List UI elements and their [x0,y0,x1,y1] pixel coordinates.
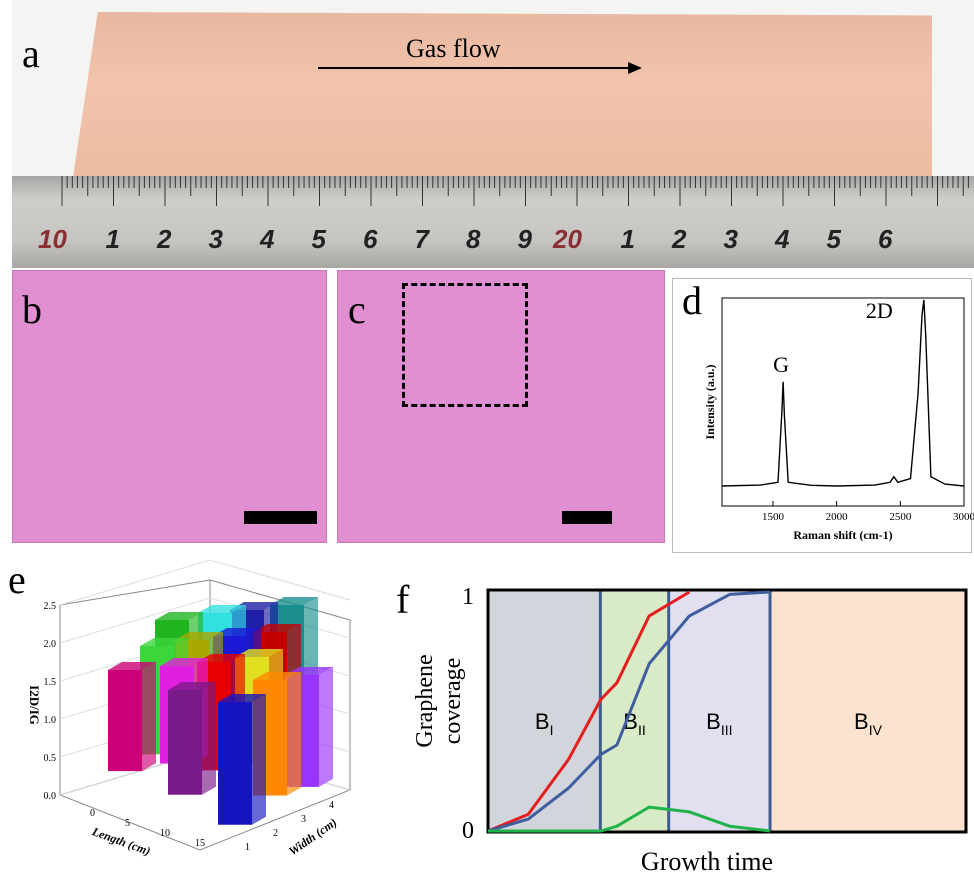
grid-line [59,597,211,644]
scale-bar [562,511,612,524]
ruler-number: 3 [723,224,738,254]
z-tick-label: 2.0 [44,639,57,650]
ruler-number: 20 [553,224,582,254]
plot-frame [486,588,968,834]
y-tick-label: 4 [329,800,334,811]
dashed-region-box [402,283,528,407]
plot-frame [721,297,965,507]
copper-foil [72,12,932,184]
bar-3d [218,694,266,825]
ratio-3d-bar-chart: 0.0 0.5 1.0 1.5 2.0 2.5 I2D/IG 0 5 10 15 Length (cm… [27,560,352,858]
ruler-number: 6 [363,224,378,254]
z-tick-label: 1.0 [44,715,57,726]
ruler: 10 1 2 3 4 5 6 7 8 9 20 1 2 3 4 5 6 [12,176,974,268]
x-tick-label: 2000 [826,511,849,523]
region-bii [600,590,669,832]
grid-line [59,560,211,606]
ruler-number: 8 [466,224,481,254]
raman-spectrum-chart: 1500 2000 2500 3000 Raman shift (cm-1) Intens… [703,297,974,542]
panel-label-d: d [682,278,702,323]
panel-label-b: b [22,287,42,332]
grid-line [209,560,351,601]
ruler-numbers: 10 1 2 3 4 5 6 7 8 9 20 1 2 3 4 5 6 [12,224,974,264]
ruler-number: 3 [208,224,223,254]
y-tick-label: 1 [462,584,474,610]
region-label: BI [535,709,554,738]
scale-bar [244,511,317,524]
x-tick-label: 3000 [953,511,974,523]
y-tick-label: 3 [301,814,306,825]
bar-3d [108,662,156,772]
ruler-number: 4 [775,224,790,254]
coverage-chart: BI BII BIII BIV 1 0 Growth time Graphene coverag… [412,584,968,875]
x-tick-label: 0 [90,808,95,819]
x-tick-label: 15 [195,838,205,849]
y-tick-label: 1 [245,842,250,853]
coverage-curve [488,805,771,833]
x-axis-label: Length (cm) [89,824,152,858]
coverage-curve [487,590,691,833]
ruler-number: 7 [414,224,429,254]
y-axis-label-line2: coverage [440,658,466,745]
region-biii [668,590,771,832]
ruler-number: 2 [672,224,687,254]
ruler-number: 10 [38,224,67,254]
panel-a: 10 1 2 3 4 5 6 7 8 9 20 1 2 3 4 5 6 Gas flow [12,0,974,268]
y-axis-label: Intensity (a.u.) [703,364,717,439]
ruler-number: 5 [311,224,326,254]
z-tick-label: 2.5 [44,601,57,612]
panel-label-e: e [8,557,26,602]
y-tick-label: 2 [273,828,278,839]
peak-label-g: G [773,352,789,377]
optical-image-c [337,270,665,543]
y-axis-label-line1: Graphene [412,654,438,747]
z-axis-label: I2D/IG [27,685,42,725]
z-tick-label: 0.5 [44,753,57,764]
y-tick-label: 0 [462,818,474,844]
ruler-number: 4 [260,224,275,254]
x-tick-label: 5 [125,818,130,829]
x-tick-label: 1500 [762,511,785,523]
x-axis-label: Growth time [641,847,773,875]
z-tick-label: 1.5 [44,677,57,688]
x-tick-label: 10 [160,828,170,839]
panel-label-f: f [396,577,410,622]
y-axis-label: Width (cm) [286,815,339,858]
gas-flow-arrow [318,62,642,74]
panel-label-c: c [348,287,366,332]
region-label: BII [623,709,645,738]
ruler-number: 1 [620,224,635,254]
ruler-number: 5 [826,224,841,254]
ruler-number: 2 [157,224,172,254]
x-tick-label: 2500 [889,511,912,523]
region-label: BIV [854,709,883,738]
ruler-number: 9 [517,224,532,254]
region-biv [770,590,966,832]
raman-series-line [721,299,965,487]
gas-flow-label: Gas flow [406,34,501,63]
panel-label-a: a [22,31,40,76]
z-tick-label: 0.0 [44,791,57,802]
ruler-number: 1 [105,224,120,254]
optical-image-b [12,270,327,543]
peak-label-2d: 2D [866,298,893,323]
ruler-number: 6 [878,224,893,254]
ruler-ticks [61,176,969,206]
x-axis-label: Raman shift (cm-1) [793,528,892,542]
coverage-curve [487,590,771,833]
bar-3d [168,682,216,795]
region-label: BIII [706,709,732,738]
